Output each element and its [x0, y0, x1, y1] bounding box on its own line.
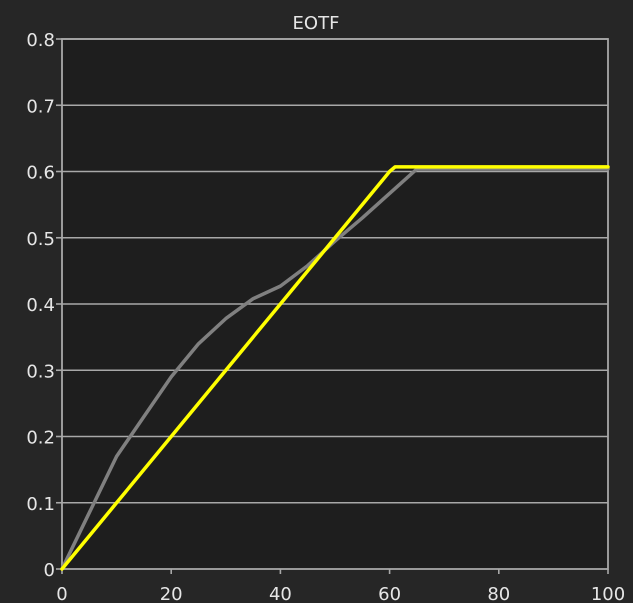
y-tick-label: 0.1	[26, 494, 55, 515]
plot-border	[61, 38, 609, 570]
x-tick-label: 60	[378, 584, 401, 603]
y-tick-label: 0	[44, 560, 55, 581]
data-series	[60, 165, 610, 571]
y-tick-label: 0.2	[26, 428, 55, 449]
series-line-1	[60, 167, 610, 571]
x-tick-label: 0	[56, 584, 67, 603]
x-tick-label: 40	[269, 584, 292, 603]
y-tick-label: 0.7	[26, 96, 55, 117]
y-tick-label: 0.6	[26, 163, 55, 184]
y-tick-label: 0.3	[26, 361, 55, 382]
x-tick-label: 100	[591, 584, 625, 603]
y-tick-label: 0.8	[26, 30, 55, 51]
chart-title: EOTF	[293, 13, 340, 34]
y-tick-label: 0.4	[26, 295, 55, 316]
x-tick-label: 20	[160, 584, 183, 603]
y-tick-label: 0.5	[26, 229, 55, 250]
tick-labels: 0 0.1 0.2 0.3 0.4 0.5 0.6 0.7 0.8 0 20 40 60 80 100	[26, 30, 625, 603]
series-line-2	[60, 165, 610, 571]
x-tick-label: 80	[487, 584, 510, 603]
axes	[56, 38, 609, 574]
